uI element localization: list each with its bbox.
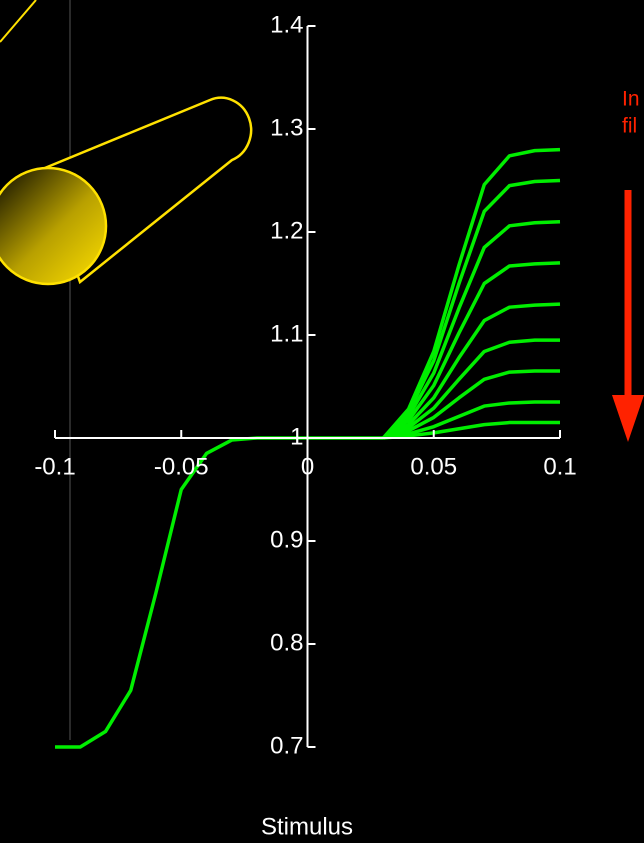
annotation: fil xyxy=(622,115,637,138)
y-tick-label: 1.4 xyxy=(270,11,303,38)
arrow xyxy=(612,190,644,442)
y-tick-label: 0.7 xyxy=(270,732,303,759)
cylinder-icon xyxy=(0,98,251,284)
x-tick-label: -0.1 xyxy=(34,453,75,480)
data-line xyxy=(55,438,383,747)
y-tick-label: 1.1 xyxy=(270,320,303,347)
x-tick-label: -0.05 xyxy=(154,453,209,480)
annotation: In xyxy=(622,88,640,111)
x-tick-label: 0 xyxy=(301,453,314,480)
y-tick-label: 0.8 xyxy=(270,629,303,656)
y-tick-label: 1.3 xyxy=(270,114,303,141)
y-tick-label: 1 xyxy=(290,423,303,450)
decor-line xyxy=(0,0,36,42)
x-axis-label: Stimulus xyxy=(261,813,353,840)
x-tick-label: 0.1 xyxy=(543,453,576,480)
chart: In fil Stimulus -0.1 -0.05 0 0.05 0.1 0.7 0.8 0… xyxy=(0,0,644,843)
x-tick-label: 0.05 xyxy=(410,453,457,480)
y-tick-label: 1.2 xyxy=(270,217,303,244)
data-line xyxy=(383,150,560,438)
page: In fil Stimulus -0.1 -0.05 0 0.05 0.1 0.7 0.8 0… xyxy=(0,0,644,843)
y-tick-label: 0.9 xyxy=(270,526,303,553)
